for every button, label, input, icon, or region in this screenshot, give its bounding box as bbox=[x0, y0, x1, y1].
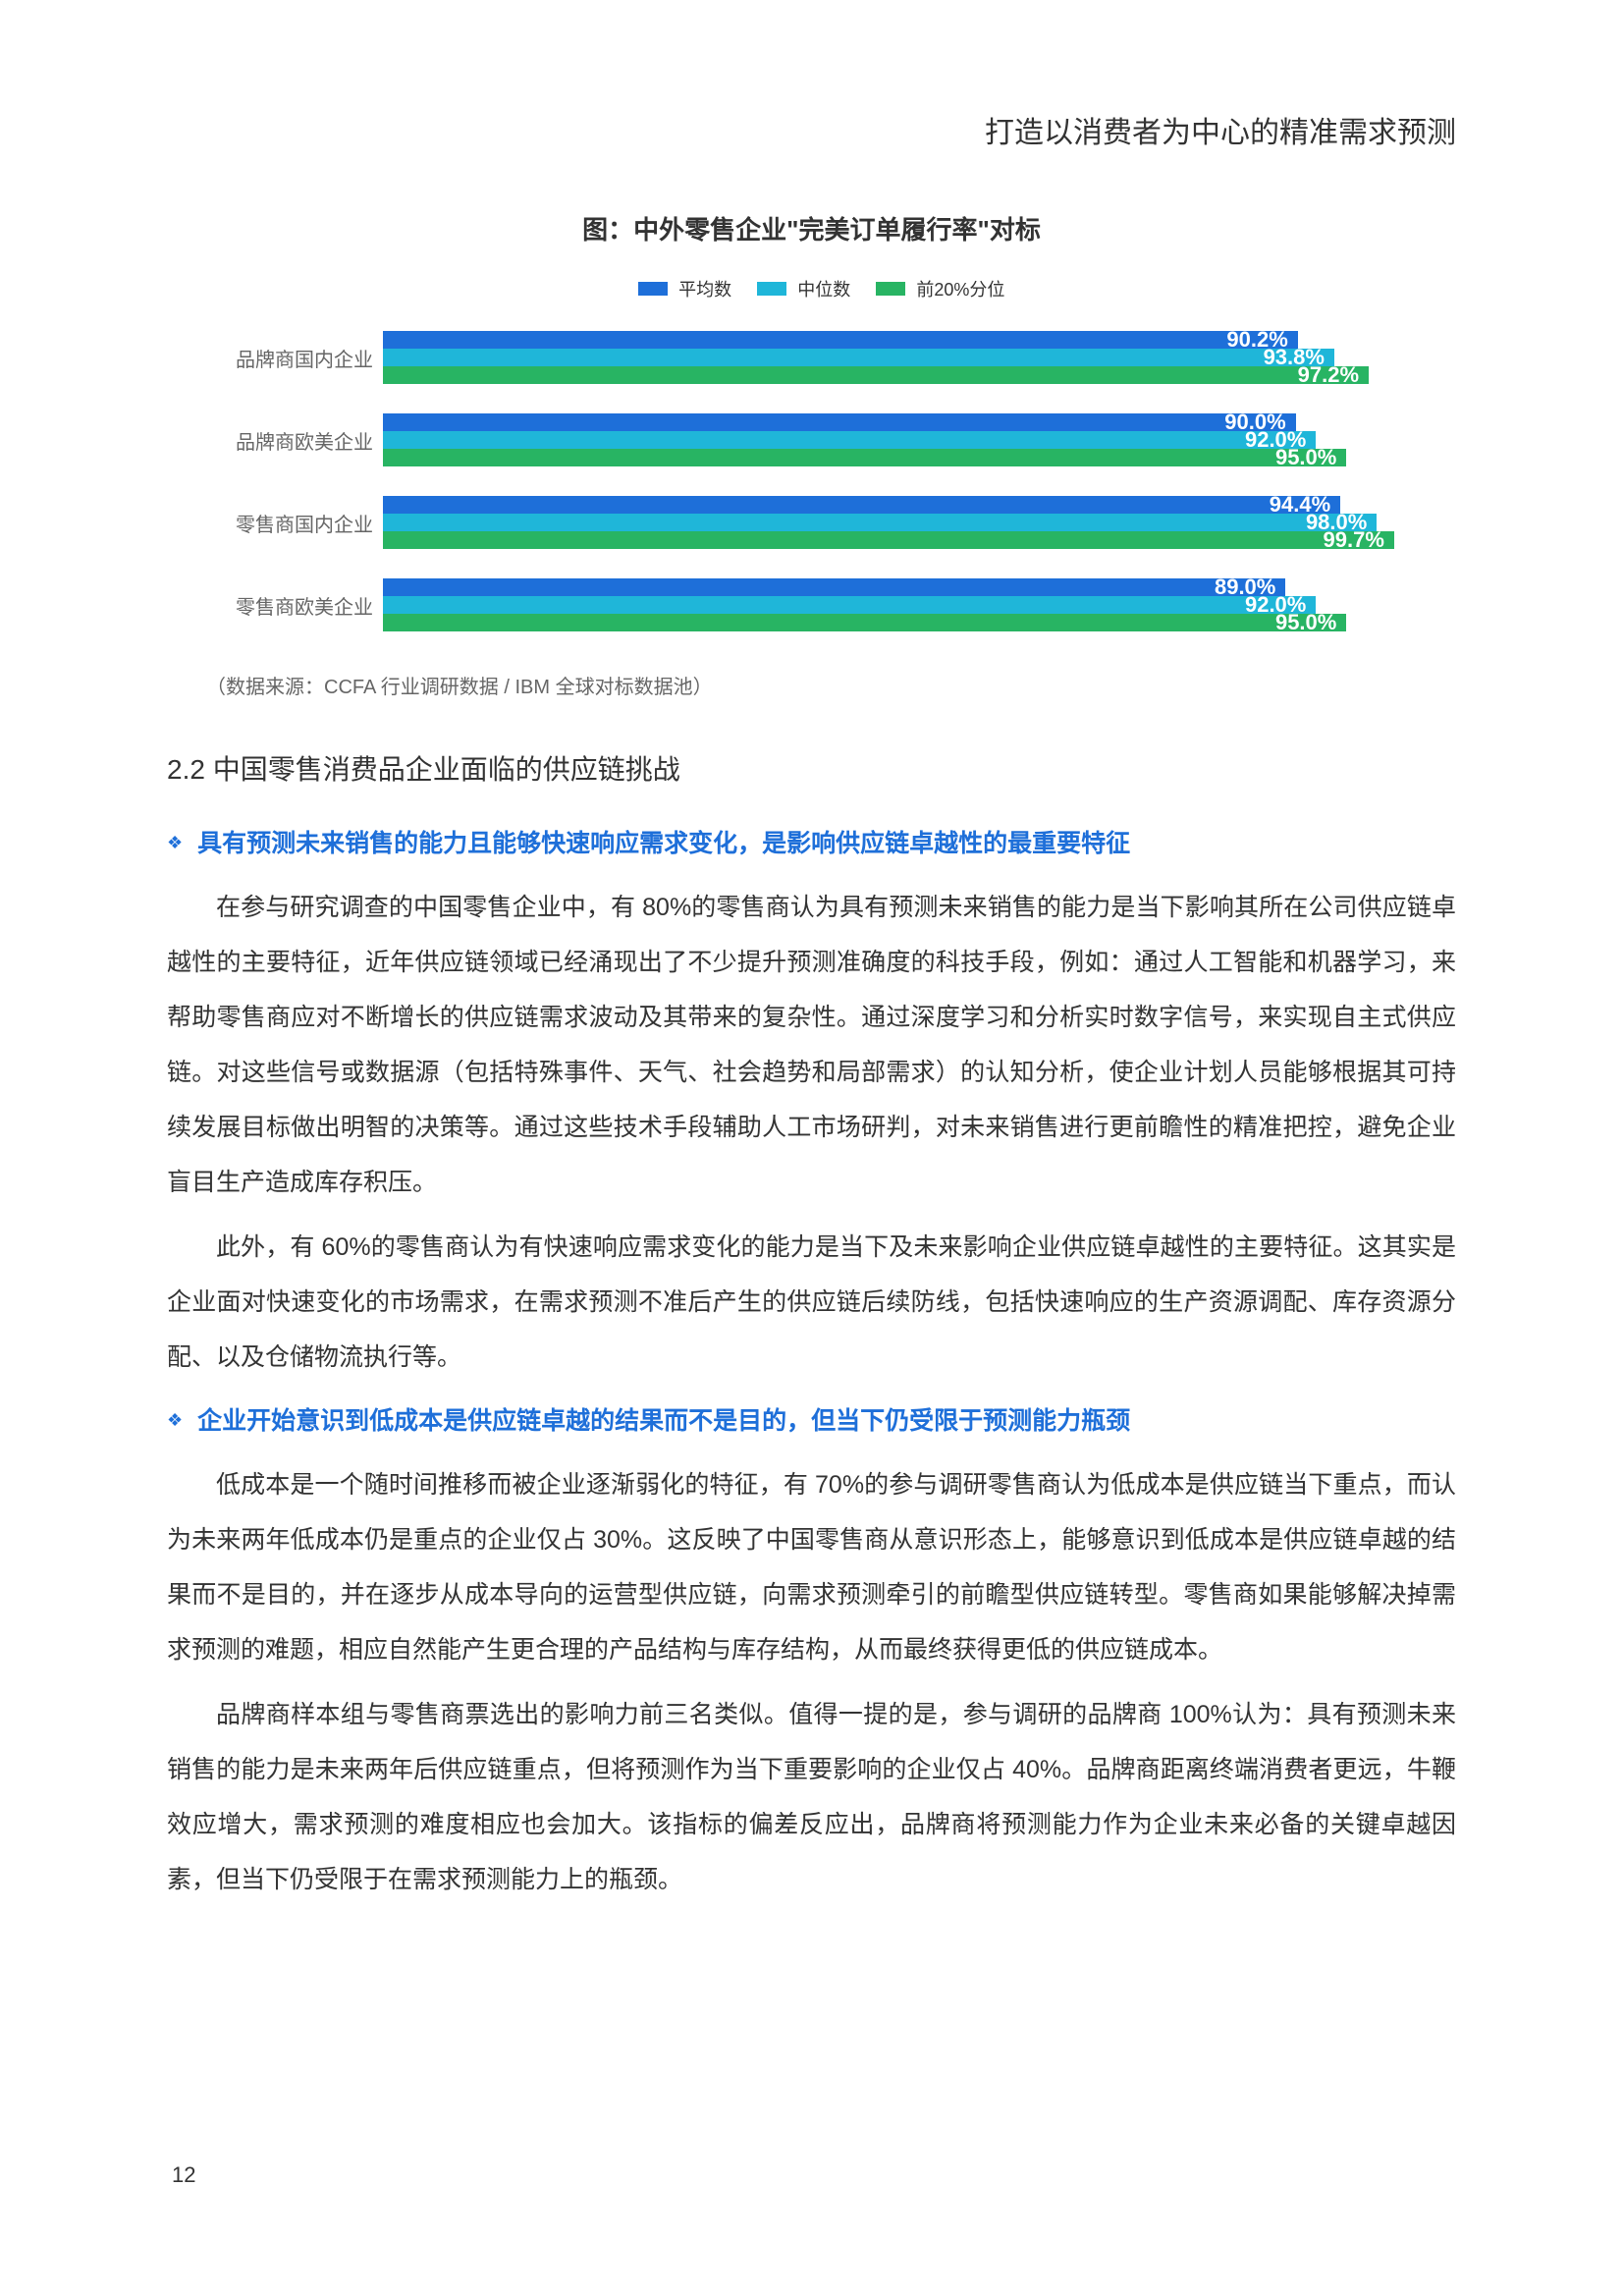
chart-row-label: 零售商欧美企业 bbox=[206, 591, 383, 620]
chart-bar: 89.0% bbox=[383, 578, 1285, 596]
chart-legend: 平均数 中位数 前20%分位 bbox=[167, 276, 1456, 301]
chart-source-note: （数据来源：CCFA 行业调研数据 / IBM 全球对标数据池） bbox=[206, 671, 1456, 699]
chart-row-label: 零售商国内企业 bbox=[206, 509, 383, 537]
paragraph-4: 品牌商样本组与零售商票选出的影响力前三名类似。值得一提的是，参与调研的品牌商 1… bbox=[167, 1687, 1456, 1907]
paragraph-2: 此外，有 60%的零售商认为有快速响应需求变化的能力是当下及未来影响企业供应链卓… bbox=[167, 1220, 1456, 1385]
chart-bar: 95.0% bbox=[383, 614, 1346, 631]
chart-bar: 90.0% bbox=[383, 413, 1296, 431]
legend-label-avg: 平均数 bbox=[678, 280, 731, 300]
chart-bars: 90.2%93.8%97.2% bbox=[383, 331, 1397, 384]
chart-bar-value: 95.0% bbox=[1275, 610, 1336, 635]
bullet-2: ❖ 企业开始意识到低成本是供应链卓越的结果而不是目的，但当下仍受限于预测能力瓶颈 bbox=[167, 1404, 1456, 1438]
legend-swatch-median bbox=[757, 282, 786, 296]
chart-bar: 99.7% bbox=[383, 531, 1394, 549]
chart-row: 零售商国内企业94.4%98.0%99.7% bbox=[206, 496, 1397, 549]
bullet-2-text: 企业开始意识到低成本是供应链卓越的结果而不是目的，但当下仍受限于预测能力瓶颈 bbox=[197, 1404, 1130, 1438]
chart-bar: 92.0% bbox=[383, 431, 1316, 449]
chart-row: 品牌商国内企业90.2%93.8%97.2% bbox=[206, 331, 1397, 384]
chart-bar: 92.0% bbox=[383, 596, 1316, 614]
chart-bar: 94.4% bbox=[383, 496, 1340, 514]
chart-bar-value: 99.7% bbox=[1324, 527, 1384, 553]
page: 打造以消费者为中心的精准需求预测 图：中外零售企业"完美订单履行率"对标 平均数… bbox=[0, 0, 1623, 2296]
chart-bar: 93.8% bbox=[383, 349, 1334, 366]
chart-title: 图：中外零售企业"完美订单履行率"对标 bbox=[167, 210, 1456, 246]
legend-swatch-avg bbox=[638, 282, 668, 296]
chart-bars: 90.0%92.0%95.0% bbox=[383, 413, 1397, 466]
legend-label-median: 中位数 bbox=[797, 280, 850, 300]
chart-row: 品牌商欧美企业90.0%92.0%95.0% bbox=[206, 413, 1397, 466]
diamond-icon: ❖ bbox=[167, 827, 183, 858]
chart-row-label: 品牌商欧美企业 bbox=[206, 426, 383, 455]
diamond-icon: ❖ bbox=[167, 1404, 183, 1436]
bullet-1-text: 具有预测未来销售的能力且能够快速响应需求变化，是影响供应链卓越性的最重要特征 bbox=[197, 827, 1130, 860]
legend-label-top20: 前20%分位 bbox=[916, 280, 1004, 300]
chart-bars: 94.4%98.0%99.7% bbox=[383, 496, 1397, 549]
bullet-1: ❖ 具有预测未来销售的能力且能够快速响应需求变化，是影响供应链卓越性的最重要特征 bbox=[167, 827, 1456, 860]
section-heading: 2.2 中国零售消费品企业面临的供应链挑战 bbox=[167, 748, 1456, 788]
chart-bar: 95.0% bbox=[383, 449, 1346, 466]
chart-bar: 98.0% bbox=[383, 514, 1377, 531]
page-number: 12 bbox=[172, 2162, 195, 2188]
chart-bar: 97.2% bbox=[383, 366, 1369, 384]
legend-swatch-top20 bbox=[876, 282, 905, 296]
chart-row: 零售商欧美企业89.0%92.0%95.0% bbox=[206, 578, 1397, 631]
paragraph-1: 在参与研究调查的中国零售企业中，有 80%的零售商认为具有预测未来销售的能力是当… bbox=[167, 880, 1456, 1210]
chart-bar-value: 97.2% bbox=[1298, 362, 1359, 388]
chart-bar: 90.2% bbox=[383, 331, 1298, 349]
chart-row-label: 品牌商国内企业 bbox=[206, 344, 383, 372]
chart-bar-value: 95.0% bbox=[1275, 445, 1336, 470]
chart-bars: 89.0%92.0%95.0% bbox=[383, 578, 1397, 631]
paragraph-3: 低成本是一个随时间推移而被企业逐渐弱化的特征，有 70%的参与调研零售商认为低成… bbox=[167, 1457, 1456, 1677]
chart-area: 品牌商国内企业90.2%93.8%97.2%品牌商欧美企业90.0%92.0%9… bbox=[206, 331, 1397, 631]
header-title: 打造以消费者为中心的精准需求预测 bbox=[167, 108, 1456, 151]
